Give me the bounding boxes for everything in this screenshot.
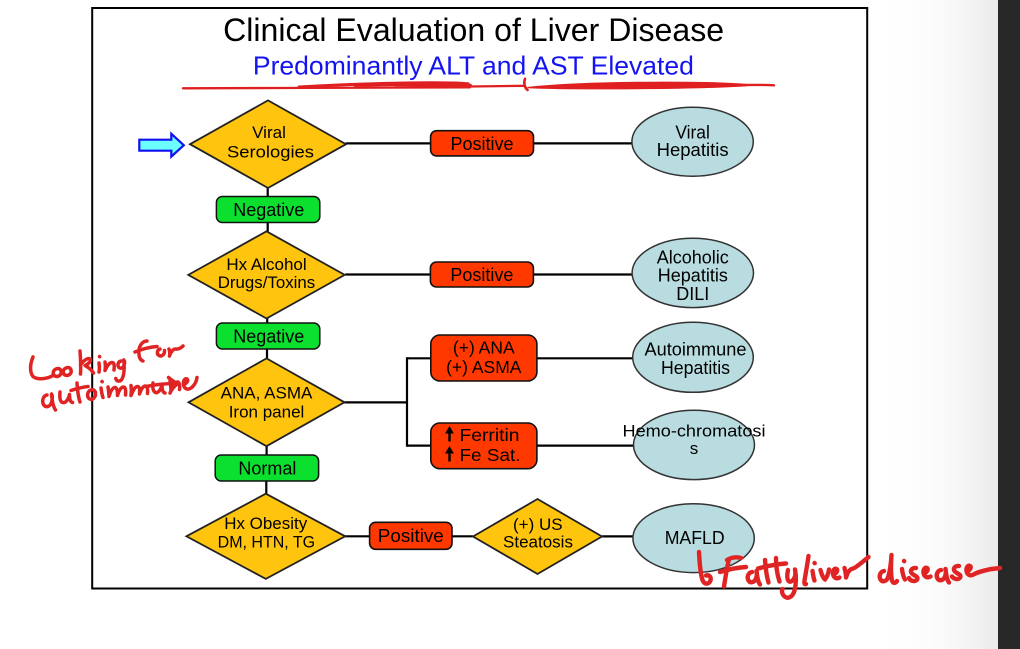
svg-text:Hepatitis: Hepatitis (658, 266, 728, 286)
svg-text:Hx Obesity: Hx Obesity (224, 514, 307, 533)
svg-text:(+) ANA: (+) ANA (453, 338, 515, 358)
svg-text:Steatosis: Steatosis (503, 533, 573, 552)
svg-text:Hepatitis: Hepatitis (661, 358, 730, 378)
svg-text:Hemo-chromatosi: Hemo-chromatosi (623, 421, 766, 440)
svg-text:Normal: Normal (238, 459, 296, 479)
svg-text:Positive: Positive (450, 134, 513, 154)
svg-text:MAFLD: MAFLD (665, 528, 725, 548)
svg-text:Fe Sat.: Fe Sat. (460, 445, 521, 465)
svg-text:Iron panel: Iron panel (229, 403, 305, 422)
svg-text:DM, HTN, TG: DM, HTN, TG (218, 532, 316, 551)
svg-text:Hx Alcohol: Hx Alcohol (226, 255, 306, 274)
svg-text:(+) ASMA: (+) ASMA (446, 357, 522, 377)
svg-text:Negative: Negative (233, 327, 304, 347)
svg-text:DILI: DILI (676, 284, 709, 304)
svg-text:Serologies: Serologies (227, 142, 314, 161)
svg-text:Hepatitis: Hepatitis (657, 140, 729, 160)
svg-text:Positive: Positive (450, 265, 513, 285)
svg-text:ANA, ASMA: ANA, ASMA (221, 383, 313, 402)
svg-text:Clinical Evaluation of Liver D: Clinical Evaluation of Liver Disease (223, 12, 724, 48)
svg-text:(+) US: (+) US (513, 515, 563, 534)
svg-text:Viral: Viral (675, 122, 710, 142)
svg-text:Positive: Positive (378, 526, 444, 546)
svg-text:Ferritin: Ferritin (460, 425, 520, 445)
svg-text:Viral: Viral (252, 123, 286, 142)
svg-text:s: s (690, 439, 699, 458)
svg-text:Alcoholic: Alcoholic (657, 247, 729, 267)
svg-text:Autoimmune: Autoimmune (645, 339, 747, 359)
svg-text:Negative: Negative (233, 200, 304, 220)
svg-text:Drugs/Toxins: Drugs/Toxins (218, 273, 316, 292)
svg-text:Predominantly ALT and AST Elev: Predominantly ALT and AST Elevated (253, 50, 694, 80)
